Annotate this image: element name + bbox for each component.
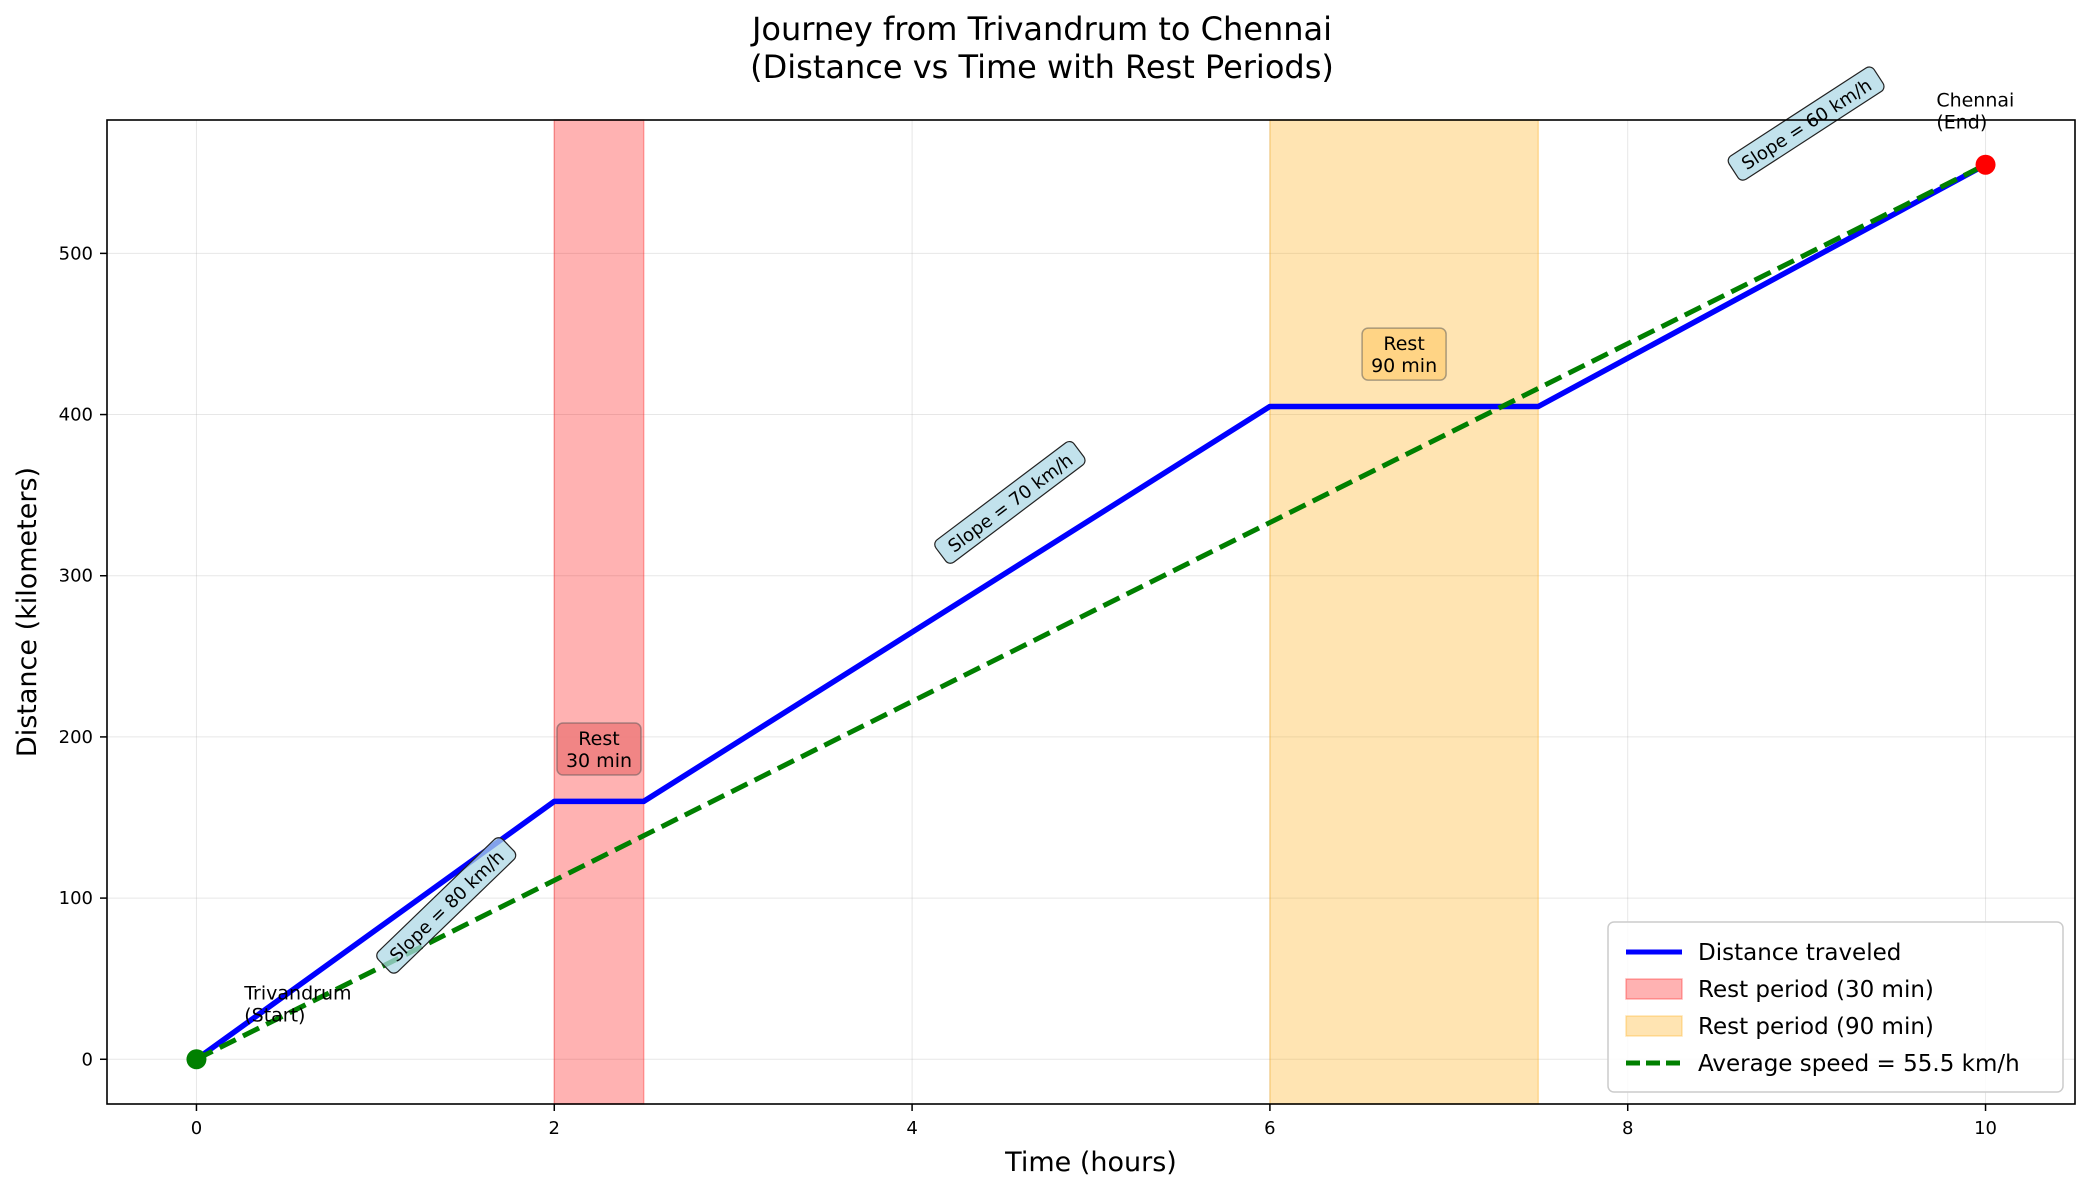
x-tick-label: 2 — [549, 1118, 560, 1139]
end-point-label: Chennai (End) — [1936, 90, 2014, 134]
slope-label-group-2: Slope = 70 km/h — [934, 440, 1086, 564]
rest-label-box-2 — [1361, 327, 1447, 381]
legend-label-1: Distance traveled — [1698, 940, 1901, 966]
legend-box — [1607, 921, 2064, 1093]
y-tick-label: 0 — [82, 1049, 93, 1070]
plot-frame — [106, 119, 2076, 1105]
slope-label-group-1: Slope = 80 km/h — [376, 837, 517, 974]
rest-period-span-1 — [553, 119, 645, 1105]
slope-label-3: Slope = 60 km/h — [1738, 75, 1876, 175]
x-tick-label: 6 — [1264, 1118, 1275, 1139]
end-point-marker — [1975, 154, 1996, 175]
start-point-marker — [186, 1049, 207, 1070]
y-tick-label: 500 — [59, 243, 93, 264]
legend-swatch-2 — [1625, 978, 1683, 1000]
average-speed-line — [195, 162, 1987, 1062]
rest-label-box-1 — [556, 722, 642, 776]
y-tick-label: 400 — [59, 405, 93, 426]
y-axis-label: Distance (kilometers) — [12, 467, 43, 757]
rest-label-1: Rest 30 min — [566, 728, 632, 772]
rest-period-span-2 — [1269, 119, 1540, 1105]
legend-label-3: Rest period (90 min) — [1698, 1014, 1934, 1040]
y-tick-label: 100 — [59, 888, 93, 909]
rest-label-2: Rest 90 min — [1371, 333, 1437, 377]
legend-label-2: Rest period (30 min) — [1698, 977, 1934, 1003]
x-tick-label: 10 — [1974, 1118, 1997, 1139]
chart-title: Journey from Trivandrum to Chennai (Dista… — [750, 10, 1334, 86]
legend-swatch-3 — [1625, 1015, 1683, 1037]
x-tick-label: 0 — [191, 1118, 202, 1139]
y-tick-label: 200 — [59, 727, 93, 748]
x-axis-label: Time (hours) — [1004, 1147, 1177, 1178]
start-point-label: Trivandrum (Start) — [243, 982, 351, 1026]
x-tick-label: 4 — [906, 1118, 917, 1139]
legend-label-4: Average speed = 55.5 km/h — [1698, 1051, 2020, 1077]
slope-label-box-2 — [934, 440, 1086, 564]
slope-label-box-1 — [376, 837, 517, 974]
slope-label-group-3: Slope = 60 km/h — [1727, 66, 1885, 181]
slope-label-box-3 — [1727, 66, 1885, 181]
y-tick-label: 300 — [59, 566, 93, 587]
x-tick-label: 8 — [1622, 1118, 1633, 1139]
